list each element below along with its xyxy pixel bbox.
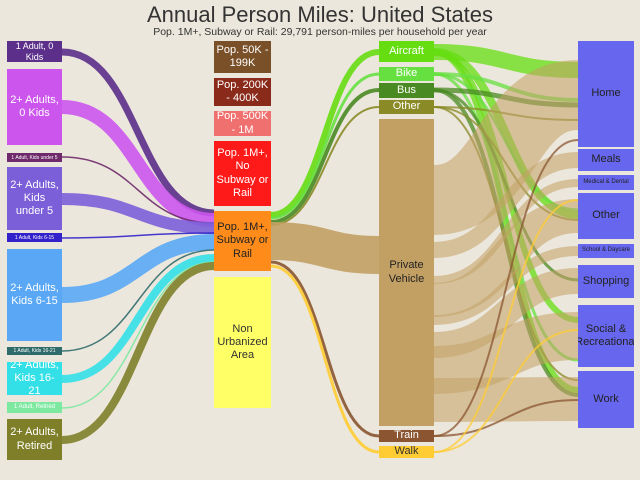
node-label: 1 Adult, 0 Kids bbox=[15, 41, 54, 62]
node-label: Other bbox=[392, 100, 421, 113]
mode-node-bus: Bus bbox=[379, 83, 434, 98]
household-node-2-adults-kids-under-5: 2+ Adults, Kids under 5 bbox=[7, 167, 62, 230]
mode-node-other: Other bbox=[379, 100, 434, 114]
flow-household-6 bbox=[61, 249, 215, 352]
household-node-2-adults-kids-16-21: 2+ Adults, Kids 16-21 bbox=[7, 362, 62, 395]
household-node-2-adults-retired: 2+ Adults, Retired bbox=[7, 419, 62, 460]
node-label: 2+ Adults, 0 Kids bbox=[10, 93, 59, 119]
node-label: 1 Adult, Kids 16-21 bbox=[13, 348, 56, 354]
flow-household-7 bbox=[61, 254, 215, 383]
household-node-1-adult-kids-16-21: 1 Adult, Kids 16-21 bbox=[7, 347, 62, 355]
purpose-node-school-daycare: School & Daycare bbox=[578, 244, 634, 258]
node-label: Pop. 1M+, No Subway or Rail bbox=[216, 147, 269, 199]
flow-mode-3 bbox=[270, 106, 380, 226]
flow-purpose-15 bbox=[433, 179, 579, 284]
node-label: Train bbox=[394, 430, 419, 442]
mode-node-aircraft: Aircraft bbox=[379, 41, 434, 62]
purpose-node-meals: Meals bbox=[578, 149, 634, 171]
flow-mode-1 bbox=[270, 72, 380, 220]
area-node-pop-500k-1m: Pop. 500K - 1M bbox=[214, 111, 271, 136]
node-label: Shopping bbox=[582, 274, 630, 287]
flow-purpose-14 bbox=[433, 152, 579, 258]
node-label: Aircraft bbox=[389, 44, 424, 57]
page-subtitle: Pop. 1M+, Subway or Rail: 29,791 person-… bbox=[153, 26, 487, 38]
node-label: Private Vehicle bbox=[388, 259, 425, 285]
node-label: 1 Adult, Kids 6-15 bbox=[14, 234, 55, 241]
area-node-pop-1m-no-subway-or-rail: Pop. 1M+, No Subway or Rail bbox=[214, 141, 271, 206]
flow-purpose-20 bbox=[433, 377, 579, 422]
node-label: Meals bbox=[591, 153, 621, 166]
node-label: Pop. 50K - 199K bbox=[216, 43, 269, 69]
node-label: Social & Recreational bbox=[578, 322, 634, 348]
node-label: Non Urbanized Area bbox=[217, 322, 268, 362]
purpose-node-other: Other bbox=[578, 193, 634, 239]
household-node-1-adult-retired: 1 Adult, Retired bbox=[7, 402, 62, 413]
purpose-node-shopping: Shopping bbox=[578, 265, 634, 298]
area-node-non-urbanized-area: Non Urbanized Area bbox=[214, 277, 271, 408]
area-node-pop-1m-subway-or-rail: Pop. 1M+, Subway or Rail bbox=[214, 211, 271, 271]
purpose-node-social-recreational: Social & Recreational bbox=[578, 305, 634, 367]
node-label: Work bbox=[593, 392, 619, 405]
node-label: Medical & Dental bbox=[583, 178, 629, 185]
page-title: Annual Person Miles: United States bbox=[146, 2, 494, 27]
node-label: Pop. 200K - 400K bbox=[216, 78, 269, 104]
node-label: 1 Adult, Kids under 5 bbox=[11, 154, 58, 161]
flow-household-2 bbox=[61, 156, 215, 224]
flow-purpose-21 bbox=[433, 139, 579, 437]
flow-mode-5 bbox=[270, 260, 380, 438]
node-label: School & Daycare bbox=[581, 247, 631, 254]
node-label: Bike bbox=[395, 67, 418, 80]
node-label: Home bbox=[591, 87, 621, 100]
flow-mode-0 bbox=[270, 49, 380, 218]
household-node-1-adult-0-kids: 1 Adult, 0 Kids bbox=[7, 41, 62, 62]
node-label: 2+ Adults, Kids under 5 bbox=[10, 178, 59, 218]
node-label: Walk bbox=[394, 446, 419, 458]
flow-household-8 bbox=[61, 261, 215, 409]
mode-node-walk: Walk bbox=[379, 446, 434, 458]
flow-household-3 bbox=[61, 193, 215, 234]
mode-node-train: Train bbox=[379, 430, 434, 442]
flow-purpose-16 bbox=[432, 199, 580, 317]
flow-mode-6 bbox=[270, 264, 380, 454]
node-label: Bus bbox=[397, 83, 416, 96]
flow-purpose-13 bbox=[430, 60, 582, 235]
node-label: Pop. 1M+, Subway or Rail bbox=[216, 221, 269, 260]
node-label: 2+ Adults, Retired bbox=[10, 426, 59, 452]
household-node-2-adults-kids-6-15: 2+ Adults, Kids 6-15 bbox=[7, 249, 62, 341]
flow-household-1 bbox=[61, 100, 215, 227]
flow-household-4 bbox=[61, 232, 215, 239]
flow-household-5 bbox=[61, 234, 215, 303]
flow-purpose-19 bbox=[433, 312, 579, 394]
mode-node-bike: Bike bbox=[379, 67, 434, 81]
purpose-node-medical-dental: Medical & Dental bbox=[578, 175, 634, 190]
purpose-node-work: Work bbox=[578, 371, 634, 428]
flow-purpose-23 bbox=[433, 199, 579, 453]
flow-purpose-24 bbox=[433, 329, 579, 453]
flow-household-0 bbox=[61, 48, 215, 217]
flow-household-9 bbox=[61, 262, 215, 444]
flow-mode-2 bbox=[270, 88, 380, 224]
area-node-pop-50k-199k: Pop. 50K - 199K bbox=[214, 41, 271, 73]
flow-purpose-22 bbox=[433, 399, 579, 437]
flow-purpose-18 bbox=[433, 268, 579, 358]
household-node-2-adults-0-kids: 2+ Adults, 0 Kids bbox=[7, 69, 62, 145]
mode-node-private-vehicle: Private Vehicle bbox=[379, 119, 434, 426]
household-node-1-adult-kids-under-5: 1 Adult, Kids under 5 bbox=[7, 153, 62, 162]
flow-mode-4 bbox=[270, 222, 380, 274]
node-label: Pop. 500K - 1M bbox=[216, 111, 269, 136]
node-label: 2+ Adults, Kids 16-21 bbox=[10, 362, 59, 395]
area-node-pop-200k-400k: Pop. 200K - 400K bbox=[214, 78, 271, 106]
node-label: 2+ Adults, Kids 6-15 bbox=[10, 281, 59, 307]
purpose-node-home: Home bbox=[578, 41, 634, 147]
household-node-1-adult-kids-6-15: 1 Adult, Kids 6-15 bbox=[7, 233, 62, 242]
node-label: Other bbox=[592, 209, 620, 222]
node-label: 1 Adult, Retired bbox=[13, 403, 56, 410]
